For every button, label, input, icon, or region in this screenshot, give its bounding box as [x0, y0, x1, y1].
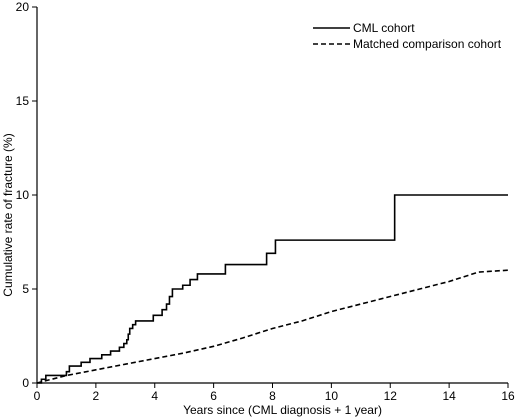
x-tick-label: 6	[210, 389, 217, 403]
y-tick-label: 15	[16, 94, 30, 108]
x-tick-label: 14	[442, 389, 456, 403]
series-layer	[36, 194, 509, 384]
x-tick-label: 2	[93, 389, 100, 403]
y-tick-label: 10	[16, 188, 30, 202]
x-axis-title: Years since (CML diagnosis + 1 year)	[183, 403, 382, 417]
y-axis-title: Cumulative rate of fracture (%)	[1, 133, 15, 296]
x-tick-label: 8	[269, 389, 276, 403]
y-tick-label: 5	[22, 282, 29, 296]
legend-label: Matched comparison cohort	[353, 37, 502, 51]
x-tick-label: 4	[151, 389, 158, 403]
series-line-cml-cohort	[37, 194, 508, 384]
legend: CML cohort Matched comparison cohort	[313, 21, 502, 51]
x-tick-label: 0	[34, 389, 41, 403]
legend-label: CML cohort	[353, 21, 415, 35]
x-tick-label: 16	[501, 389, 515, 403]
x-ticks: 0 2 4 6 8 10 12 14 16	[34, 383, 515, 403]
y-tick-label: 20	[16, 0, 30, 14]
y-ticks: 0 5 10 15 20	[16, 0, 37, 390]
y-tick-label: 0	[22, 376, 29, 390]
x-tick-label: 12	[384, 389, 398, 403]
x-tick-label: 10	[325, 389, 339, 403]
series-line-matched-comparison-cohort	[36, 269, 509, 384]
